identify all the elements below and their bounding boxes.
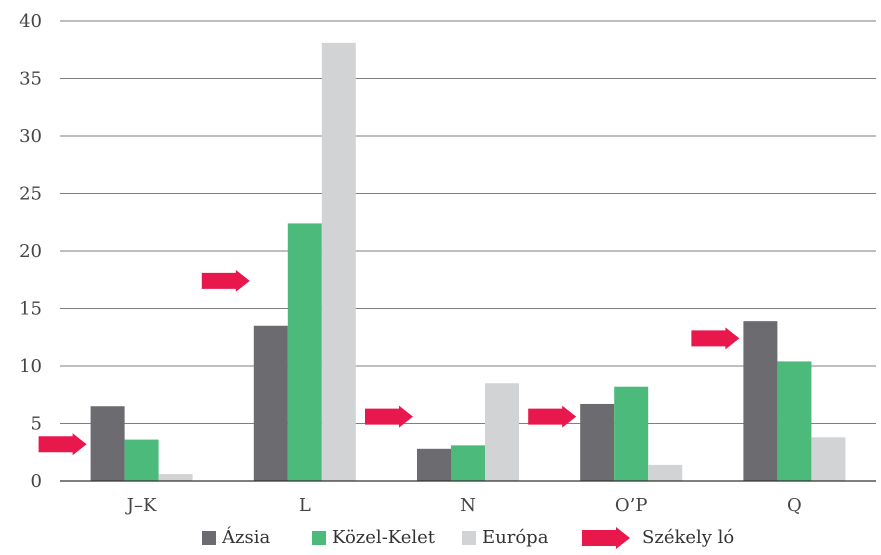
arrow-right-icon xyxy=(691,327,740,350)
bar xyxy=(417,448,451,481)
legend-swatch xyxy=(202,531,216,545)
bar xyxy=(158,474,193,481)
legend-swatch xyxy=(462,531,476,545)
x-axis-ticks: J–K L N O’P Q xyxy=(125,495,802,516)
arrow-right-icon xyxy=(528,405,577,428)
x-tick-label: L xyxy=(299,495,311,516)
y-tick-label: 5 xyxy=(31,414,42,435)
bar xyxy=(451,445,485,481)
bar xyxy=(648,464,683,481)
bar xyxy=(485,383,519,481)
arrow-right-icon xyxy=(201,269,250,292)
x-tick-label: N xyxy=(460,495,476,516)
y-tick-label: 0 xyxy=(31,471,42,492)
x-tick-label: Q xyxy=(787,495,802,516)
y-tick-label: 10 xyxy=(19,356,42,377)
y-tick-label: 20 xyxy=(19,241,42,262)
arrow-right-icon xyxy=(38,433,87,456)
y-tick-label: 35 xyxy=(19,69,42,90)
legend-label: Ázsia xyxy=(221,525,270,548)
y-tick-label: 30 xyxy=(19,126,42,147)
legend-label: Európa xyxy=(482,527,549,548)
legend-swatch xyxy=(312,531,326,545)
x-tick-label: O’P xyxy=(615,495,648,516)
bar xyxy=(580,403,615,481)
bar xyxy=(287,223,322,481)
bar xyxy=(777,361,812,481)
bar xyxy=(90,406,125,481)
bars xyxy=(90,42,846,481)
y-axis-ticks: 0 5 10 15 20 25 30 35 40 xyxy=(19,11,42,492)
legend: Ázsia Közel-Kelet Európa Székely ló xyxy=(202,525,734,549)
y-tick-label: 40 xyxy=(19,11,42,32)
y-tick-label: 25 xyxy=(19,184,42,205)
x-tick-label: J–K xyxy=(125,495,157,516)
bar xyxy=(253,325,288,481)
legend-label: Közel-Kelet xyxy=(332,527,436,548)
gridlines xyxy=(60,20,876,424)
bar xyxy=(811,437,846,481)
y-tick-label: 15 xyxy=(19,299,42,320)
legend-label: Székely ló xyxy=(642,527,734,548)
arrow-right-icon xyxy=(365,405,413,428)
bar xyxy=(614,386,649,481)
bar xyxy=(743,321,778,481)
bar xyxy=(124,439,159,481)
szekely-markers xyxy=(38,269,740,456)
bar xyxy=(321,42,356,481)
arrow-right-icon xyxy=(582,527,630,549)
